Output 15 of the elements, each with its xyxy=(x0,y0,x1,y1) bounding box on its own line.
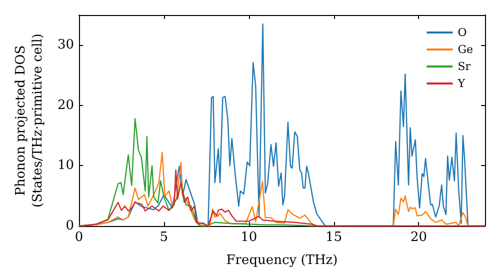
legend-label: O xyxy=(458,26,467,39)
legend-label: Y xyxy=(456,77,466,90)
legend-label: Ge xyxy=(458,43,473,56)
x-tick-label: 20 xyxy=(410,230,428,245)
y-tick-label: 20 xyxy=(57,98,74,113)
legend-label: Sr xyxy=(458,60,472,73)
x-tick-label: 15 xyxy=(326,230,342,245)
x-tick-label: 5 xyxy=(160,230,168,245)
x-axis-title: Frequency (THz) xyxy=(226,253,338,268)
y-tick-label: 0 xyxy=(66,218,74,234)
x-tick-label: 0 xyxy=(74,230,84,245)
y-tick-label: 30 xyxy=(57,38,74,53)
x-tick-label: 10 xyxy=(240,230,258,245)
y-tick-label: 10 xyxy=(57,158,74,174)
y-axis-title: Phonon projected DOS (States/THz·primitive cell) xyxy=(14,33,46,208)
